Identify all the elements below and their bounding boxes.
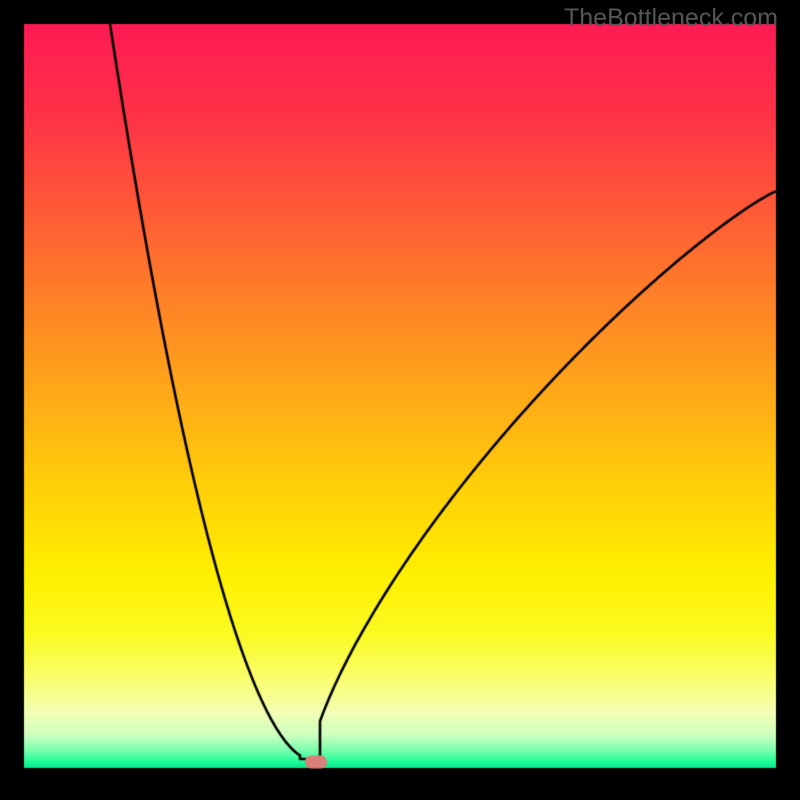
bottleneck-curve-chart	[0, 0, 800, 800]
chart-stage: TheBottleneck.com	[0, 0, 800, 800]
